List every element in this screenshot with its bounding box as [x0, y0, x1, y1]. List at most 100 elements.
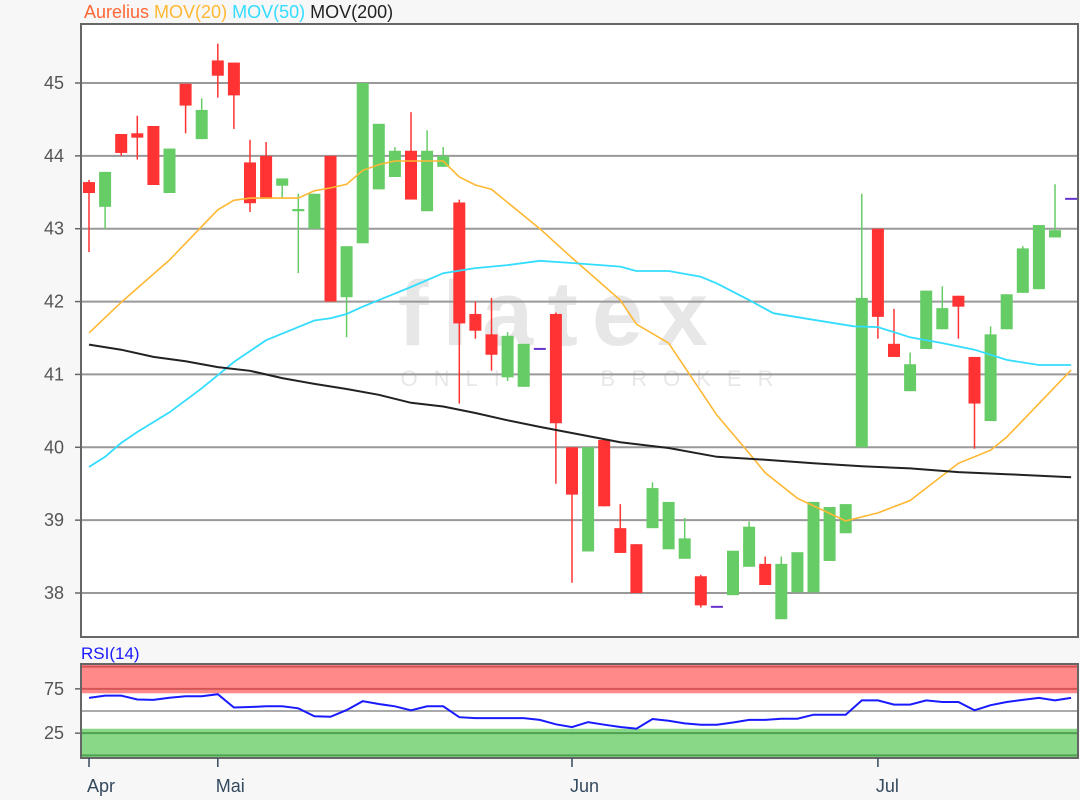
y-tick-label: 38: [44, 583, 64, 603]
candle-body: [179, 83, 192, 106]
candle-body: [807, 501, 820, 593]
candle-body: [244, 162, 256, 204]
candle: [276, 178, 289, 199]
candle-body: [195, 109, 208, 140]
candle: [1049, 184, 1061, 238]
candle-body: [1016, 248, 1029, 293]
main-plot-area: [81, 24, 1078, 637]
candle-body: [115, 134, 128, 153]
candle-body: [839, 504, 852, 534]
candle-body: [260, 155, 273, 199]
main-plot-border: [80, 23, 1079, 638]
candle: [356, 83, 369, 244]
chart-legend: Aurelius MOV(20) MOV(50) MOV(200): [84, 2, 393, 23]
candle: [485, 297, 498, 371]
y-tick-label: 45: [44, 73, 64, 93]
candle-body: [920, 290, 933, 349]
candle-body: [308, 193, 321, 229]
candle: [952, 295, 965, 339]
candle-body: [855, 297, 868, 448]
candle-body: [936, 308, 949, 330]
candle: [453, 199, 466, 404]
candle-body: [1049, 230, 1061, 238]
y-tick-label: 44: [44, 146, 64, 166]
candle-body: [372, 123, 385, 190]
candle: [791, 552, 804, 593]
y-tick-label: 41: [44, 364, 64, 384]
candle-body: [904, 364, 917, 392]
candle: [308, 193, 321, 229]
candle-body: [871, 228, 884, 317]
rsi-y-tick-label: 25: [44, 723, 64, 743]
candle-body: [888, 343, 900, 357]
candle: [324, 155, 337, 302]
x-tick-label: Jun: [570, 776, 599, 796]
candle-body: [276, 178, 289, 186]
candle: [566, 447, 578, 583]
candle: [147, 125, 160, 185]
candle: [388, 147, 401, 177]
candle-body: [469, 313, 482, 331]
rsi-y-tick-label: 75: [44, 679, 64, 699]
candle: [163, 148, 176, 194]
candle: [871, 228, 884, 339]
candle-body: [598, 440, 611, 507]
candle-body: [83, 182, 95, 194]
candle-body: [823, 507, 836, 561]
candle-body: [501, 335, 514, 378]
candle: [99, 171, 112, 229]
moving-average-line-mov50: [88, 259, 1072, 468]
rsi-title: RSI(14): [81, 644, 140, 663]
candle-body: [630, 544, 643, 593]
y-tick-label: 39: [44, 510, 64, 530]
y-tick-label: 42: [44, 292, 64, 312]
candle: [598, 440, 611, 507]
legend-ma200: MOV(200): [310, 2, 394, 22]
candle: [131, 115, 144, 160]
candle: [984, 326, 997, 422]
candle-body: [662, 501, 675, 550]
x-tick-label: Mai: [216, 776, 245, 796]
candle: [678, 517, 691, 559]
candle: [195, 98, 208, 140]
candle: [630, 544, 643, 593]
candle: [83, 179, 95, 253]
candle-body: [227, 62, 240, 96]
candle: [823, 507, 836, 561]
candle: [340, 246, 353, 338]
candle-body: [1000, 294, 1013, 330]
x-tick-label: Apr: [87, 776, 115, 796]
watermark-tagline: ONLINE BROKER: [401, 366, 790, 391]
candle-body: [1032, 225, 1045, 290]
candle-body: [727, 550, 739, 596]
candle-body: [388, 150, 401, 177]
candle-body: [952, 295, 965, 307]
candle: [517, 343, 530, 387]
candle-body: [968, 356, 981, 404]
candle-body: [678, 538, 691, 559]
candle-body: [163, 148, 176, 194]
rsi-plot-border: [80, 663, 1079, 759]
candle-body: [211, 60, 224, 76]
x-tick-label: Jul: [876, 776, 899, 796]
candle: [582, 447, 595, 552]
candle: [405, 112, 417, 200]
candle-body: [549, 313, 562, 424]
candle: [855, 193, 868, 448]
candle: [549, 312, 562, 484]
candle: [759, 556, 772, 585]
candle-body: [453, 202, 466, 324]
candle-body: [614, 528, 627, 553]
candle: [244, 139, 256, 212]
candle: [920, 290, 933, 349]
candle: [501, 332, 514, 381]
y-tick-label: 43: [44, 219, 64, 239]
candle-body: [147, 125, 160, 185]
candle: [807, 501, 820, 593]
candle: [115, 134, 128, 156]
candle: [968, 356, 981, 449]
candle: [694, 574, 707, 608]
candle: [211, 43, 224, 98]
candle: [179, 83, 192, 134]
candle: [1032, 225, 1045, 290]
